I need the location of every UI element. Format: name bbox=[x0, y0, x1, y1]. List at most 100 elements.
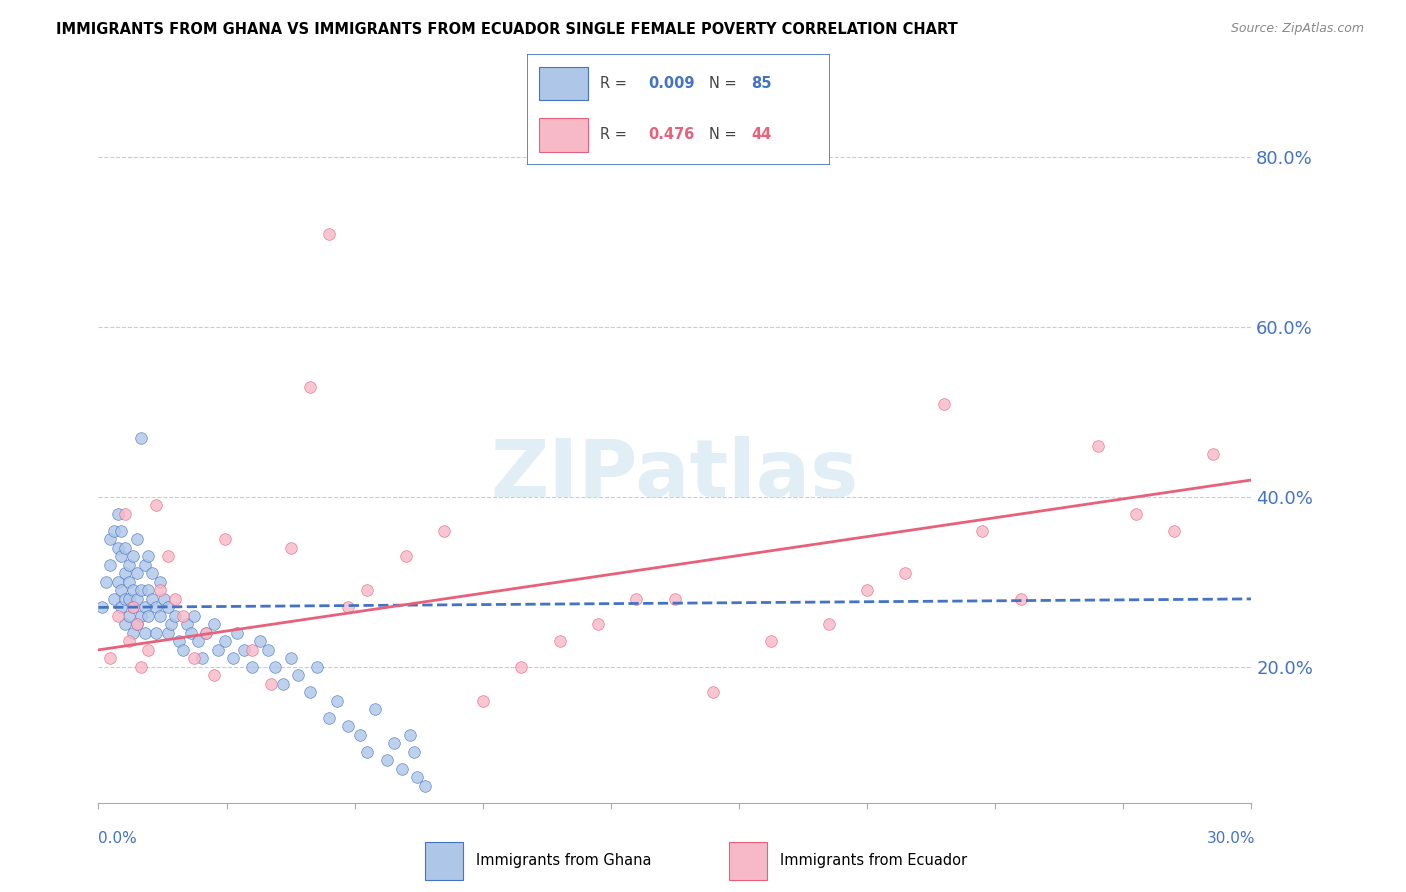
Point bbox=[298, 685, 321, 699]
Point bbox=[510, 660, 533, 674]
Point bbox=[626, 591, 648, 606]
Point bbox=[856, 583, 879, 598]
Point bbox=[156, 549, 179, 564]
Text: 85: 85 bbox=[751, 76, 772, 91]
Point bbox=[548, 634, 571, 648]
Point bbox=[337, 719, 360, 733]
Point bbox=[264, 660, 287, 674]
Point bbox=[138, 549, 160, 564]
Point bbox=[118, 608, 141, 623]
Text: IMMIGRANTS FROM GHANA VS IMMIGRANTS FROM ECUADOR SINGLE FEMALE POVERTY CORRELATI: IMMIGRANTS FROM GHANA VS IMMIGRANTS FROM… bbox=[56, 22, 957, 37]
Point bbox=[110, 524, 132, 538]
Point bbox=[98, 558, 121, 572]
Point bbox=[187, 634, 209, 648]
Text: 0.0%: 0.0% bbox=[98, 831, 138, 846]
Point bbox=[349, 728, 371, 742]
Point bbox=[817, 617, 839, 632]
FancyBboxPatch shape bbox=[728, 842, 768, 880]
Point bbox=[118, 591, 141, 606]
Point bbox=[141, 566, 163, 581]
Point bbox=[402, 745, 425, 759]
Point bbox=[972, 524, 994, 538]
Point bbox=[337, 600, 360, 615]
Point bbox=[167, 634, 190, 648]
Point bbox=[114, 591, 136, 606]
Point bbox=[1163, 524, 1185, 538]
Point bbox=[125, 617, 148, 632]
Point bbox=[195, 626, 218, 640]
Point bbox=[664, 591, 686, 606]
Point bbox=[382, 736, 405, 750]
Point bbox=[240, 643, 263, 657]
Point bbox=[183, 651, 205, 665]
Text: Source: ZipAtlas.com: Source: ZipAtlas.com bbox=[1230, 22, 1364, 36]
Point bbox=[114, 541, 136, 555]
Point bbox=[191, 651, 214, 665]
Point bbox=[202, 617, 225, 632]
FancyBboxPatch shape bbox=[540, 67, 588, 101]
Point bbox=[145, 600, 167, 615]
Text: R =: R = bbox=[600, 76, 631, 91]
Point bbox=[110, 549, 132, 564]
Point bbox=[118, 558, 141, 572]
Point bbox=[183, 608, 205, 623]
Point bbox=[307, 660, 329, 674]
Point bbox=[172, 643, 194, 657]
Point bbox=[1087, 439, 1109, 453]
Point bbox=[149, 574, 172, 589]
Point bbox=[214, 533, 236, 547]
Point bbox=[156, 600, 179, 615]
Point bbox=[165, 591, 187, 606]
Point bbox=[280, 541, 302, 555]
Point bbox=[214, 634, 236, 648]
Text: R =: R = bbox=[600, 128, 631, 143]
Point bbox=[395, 549, 418, 564]
Point bbox=[586, 617, 609, 632]
Point bbox=[114, 507, 136, 521]
Point bbox=[145, 499, 167, 513]
Point bbox=[202, 668, 225, 682]
FancyBboxPatch shape bbox=[426, 842, 464, 880]
Point bbox=[122, 626, 145, 640]
Point bbox=[149, 583, 172, 598]
Point bbox=[364, 702, 387, 716]
Point bbox=[280, 651, 302, 665]
Point bbox=[122, 549, 145, 564]
Point bbox=[134, 600, 156, 615]
Point bbox=[103, 524, 125, 538]
Point bbox=[94, 574, 117, 589]
Point bbox=[103, 591, 125, 606]
Point bbox=[287, 668, 309, 682]
Point bbox=[433, 524, 456, 538]
Point bbox=[118, 574, 141, 589]
Point bbox=[110, 600, 132, 615]
Point bbox=[233, 643, 256, 657]
Point bbox=[256, 643, 278, 657]
Point bbox=[413, 779, 436, 793]
Point bbox=[176, 617, 198, 632]
Point bbox=[138, 608, 160, 623]
Text: Immigrants from Ghana: Immigrants from Ghana bbox=[475, 854, 651, 868]
Point bbox=[110, 583, 132, 598]
Text: 44: 44 bbox=[751, 128, 772, 143]
Point bbox=[122, 600, 145, 615]
Point bbox=[91, 600, 114, 615]
Point bbox=[122, 600, 145, 615]
Point bbox=[180, 626, 202, 640]
Point bbox=[195, 626, 218, 640]
Point bbox=[156, 626, 179, 640]
Point bbox=[207, 643, 229, 657]
Point bbox=[375, 753, 398, 767]
Text: 0.009: 0.009 bbox=[648, 76, 695, 91]
Point bbox=[125, 591, 148, 606]
Point bbox=[145, 626, 167, 640]
Point bbox=[702, 685, 724, 699]
Point bbox=[114, 617, 136, 632]
Point bbox=[129, 660, 152, 674]
Point bbox=[249, 634, 271, 648]
Point bbox=[125, 566, 148, 581]
Point bbox=[932, 396, 955, 410]
Point bbox=[134, 558, 156, 572]
Point bbox=[894, 566, 917, 581]
Point bbox=[129, 608, 152, 623]
